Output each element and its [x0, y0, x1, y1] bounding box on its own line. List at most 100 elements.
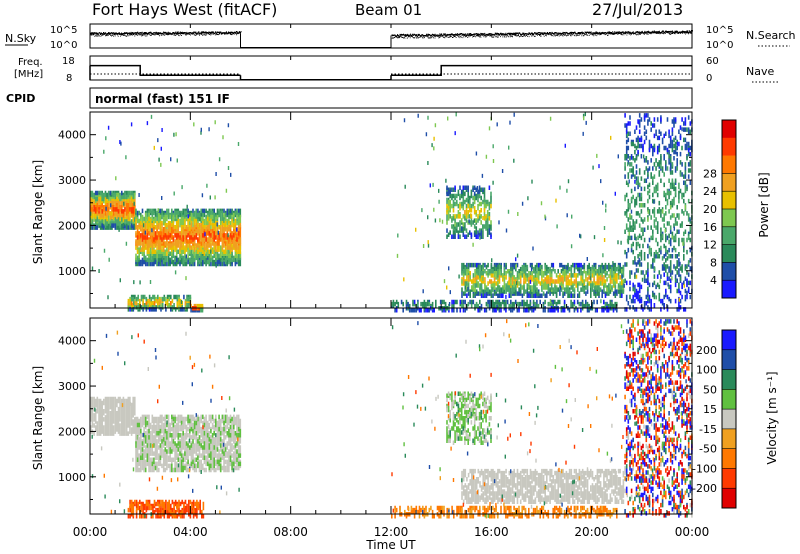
noise-right-label: N.Search: [746, 29, 796, 42]
colorbar-segment: [722, 468, 736, 489]
velocity-cells-region-2: [127, 499, 205, 519]
x-tick-label: 04:00: [173, 525, 208, 539]
cpid-mode: normal (fast) 151 IF: [95, 92, 230, 106]
power-cells-region-1: [135, 222, 242, 252]
colorbar-tick-label: 12: [703, 239, 717, 252]
colorbar-tick-label: -200: [692, 482, 717, 495]
y-tick-label: 2000: [58, 425, 86, 438]
power-colorbar: 4 8 12 16 20 24 28: [703, 119, 737, 299]
beam-title: Beam 01: [355, 1, 422, 19]
colorbar-segment: [722, 209, 736, 228]
power-cells-region-0: [93, 205, 134, 214]
noise-left-label: N.Sky: [5, 32, 37, 45]
noise-left-tick-bottom: 10^0: [50, 40, 77, 51]
colorbar-segment: [722, 448, 736, 469]
colorbar-segment: [722, 155, 736, 174]
velocity-cells-region-6: [624, 319, 693, 518]
power-colorbar-label: Power [dB]: [757, 172, 771, 237]
y-tick-label: 1000: [58, 471, 86, 484]
colorbar-segment: [722, 428, 736, 449]
colorbar-segment: [722, 173, 736, 192]
velocity-cells-region-0: [90, 396, 136, 436]
noise-left-tick-top: 10^5: [50, 25, 77, 36]
y-tick-label: 4000: [58, 335, 86, 348]
power-cells-region-1: [136, 231, 240, 242]
power-yticks: 1000 2000 3000 4000: [58, 129, 692, 294]
power-cells-region-4: [461, 264, 625, 296]
colorbar-segment: [722, 191, 736, 210]
cpid-panel-frame: [89, 87, 693, 109]
velocity-ylabel: Slant Range [km]: [31, 366, 45, 470]
station-title: Fort Hays West (fitACF): [92, 0, 277, 19]
colorbar-segment: [722, 349, 736, 370]
nsearch-trace: [90, 30, 693, 38]
colorbar-tick-label: 16: [703, 221, 717, 234]
velocity-yticks: 1000 2000 3000 4000: [58, 335, 692, 500]
power-cells-region-2: [127, 296, 192, 310]
date-title: 27/Jul/2013: [592, 0, 683, 19]
noise-traces: [89, 30, 693, 48]
nave-label: Nave: [746, 65, 774, 78]
frequency-panel: Freq. [MHz] 18 8 60 0 Nave: [14, 55, 778, 84]
frequency-trace: [89, 64, 692, 80]
colorbar-segment: [722, 409, 736, 430]
colorbar-tick-label: -50: [699, 443, 717, 456]
colorbar-tick-label: 50: [703, 383, 717, 396]
colorbar-segment: [722, 226, 736, 245]
colorbar-segment: [722, 137, 736, 156]
velocity-cells-region-4: [394, 505, 616, 519]
power-cells-region-4: [466, 262, 623, 298]
colorbar-segment: [722, 389, 736, 410]
freq-left-tick-top: 18: [62, 56, 75, 67]
freq-traces: [89, 64, 692, 80]
y-tick-label: 3000: [58, 380, 86, 393]
velocity-colorbar: 200 100 50 15 -15 -50 -100 -200: [692, 329, 737, 509]
freq-right-tick-bottom: 0: [706, 73, 712, 84]
colorbar-segment: [722, 488, 736, 509]
power-cells-region-4: [461, 262, 623, 298]
cpid-label: CPID: [6, 92, 35, 105]
colorbar-segment: [722, 330, 736, 351]
power-cells-region-1: [135, 212, 242, 261]
x-tick-label: 00:00: [73, 525, 108, 539]
colorbar-segment: [722, 369, 736, 390]
colorbar-segment: [722, 120, 736, 139]
x-axis-label: Time UT: [365, 538, 416, 552]
y-tick-label: 2000: [58, 219, 86, 232]
power-cells-region-3: [196, 303, 204, 309]
noise-panel: N.Sky 10^5 10^0 10^5 10^0 N.Search: [5, 23, 796, 51]
velocity-cells: [90, 319, 693, 519]
colorbar-tick-label: -100: [692, 462, 717, 475]
colorbar-tick-label: 15: [703, 403, 717, 416]
noise-right-tick-top: 10^5: [706, 25, 733, 36]
colorbar-segment: [722, 280, 736, 299]
colorbar-frame: [721, 329, 737, 509]
power-cells-region-6: [392, 299, 616, 311]
power-cells-region-1: [135, 216, 242, 256]
colorbar-segment: [722, 262, 736, 281]
power-cells-region-4: [462, 275, 621, 284]
y-tick-label: 1000: [58, 265, 86, 278]
x-tick-label: 20:00: [574, 525, 609, 539]
colorbar-tick-label: 200: [696, 344, 717, 357]
colorbar-tick-label: -15: [699, 423, 717, 436]
x-axis: 00:00 04:00 08:00 12:00 16:00 20:00 00:00: [73, 24, 710, 539]
freq-left-label-2: [MHz]: [14, 69, 43, 80]
power-cells-region-2: [127, 298, 192, 306]
power-cells-region-4: [461, 262, 625, 298]
noise-right-tick-bottom: 10^0: [706, 40, 733, 51]
x-tick-label: 00:00: [675, 525, 710, 539]
x-tick-label: 12:00: [374, 525, 409, 539]
freq-left-label-1: Freq.: [18, 57, 43, 68]
power-cells-region-5: [446, 185, 492, 239]
velocity-cells-region-3: [461, 468, 625, 504]
power-cells-region-2: [130, 294, 192, 310]
velocity-cells-region-1: [135, 414, 242, 473]
power-cells-region-5: [464, 210, 466, 215]
velocity-colorbar-label: Velocity [m s⁻¹]: [765, 371, 779, 464]
colorbar-tick-label: 24: [703, 185, 717, 198]
velocity-cells-region-6: [624, 319, 693, 518]
freq-right-tick-top: 60: [706, 56, 719, 67]
power-cells-region-7: [624, 162, 693, 265]
